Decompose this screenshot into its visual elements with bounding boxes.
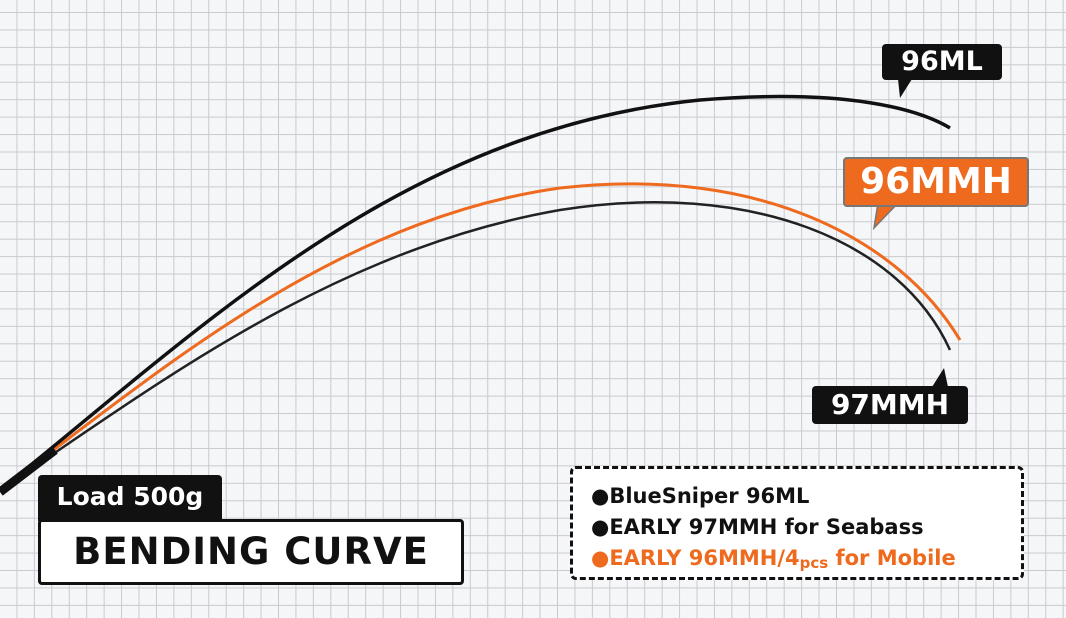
curve-96ml [0, 94, 951, 492]
label-96mmh: 96MMH [843, 157, 1029, 207]
diagram-title: BENDING CURVE [38, 519, 464, 585]
pointer-97mmh [932, 368, 948, 387]
legend-item: ●EARLY 97MMH for Seabass [591, 515, 924, 539]
pointer-96ml [898, 79, 912, 98]
bullet-icon: ● [591, 484, 610, 508]
bullet-icon: ● [591, 515, 610, 539]
bullet-icon: ● [591, 546, 610, 570]
legend-item: ●EARLY 96MMH/4pcs for Mobile [591, 546, 956, 572]
curve-96mmh [0, 182, 962, 492]
label-96ml: 96ML [882, 44, 1002, 80]
legend: ●BlueSniper 96ML ●EARLY 97MMH for Seabas… [570, 466, 1024, 580]
label-97mmh: 97MMH [812, 386, 968, 424]
curve-97mmh [0, 201, 952, 492]
legend-item: ●BlueSniper 96ML [591, 484, 810, 508]
rod-handle [0, 446, 58, 496]
load-label: Load 500g [38, 475, 222, 521]
